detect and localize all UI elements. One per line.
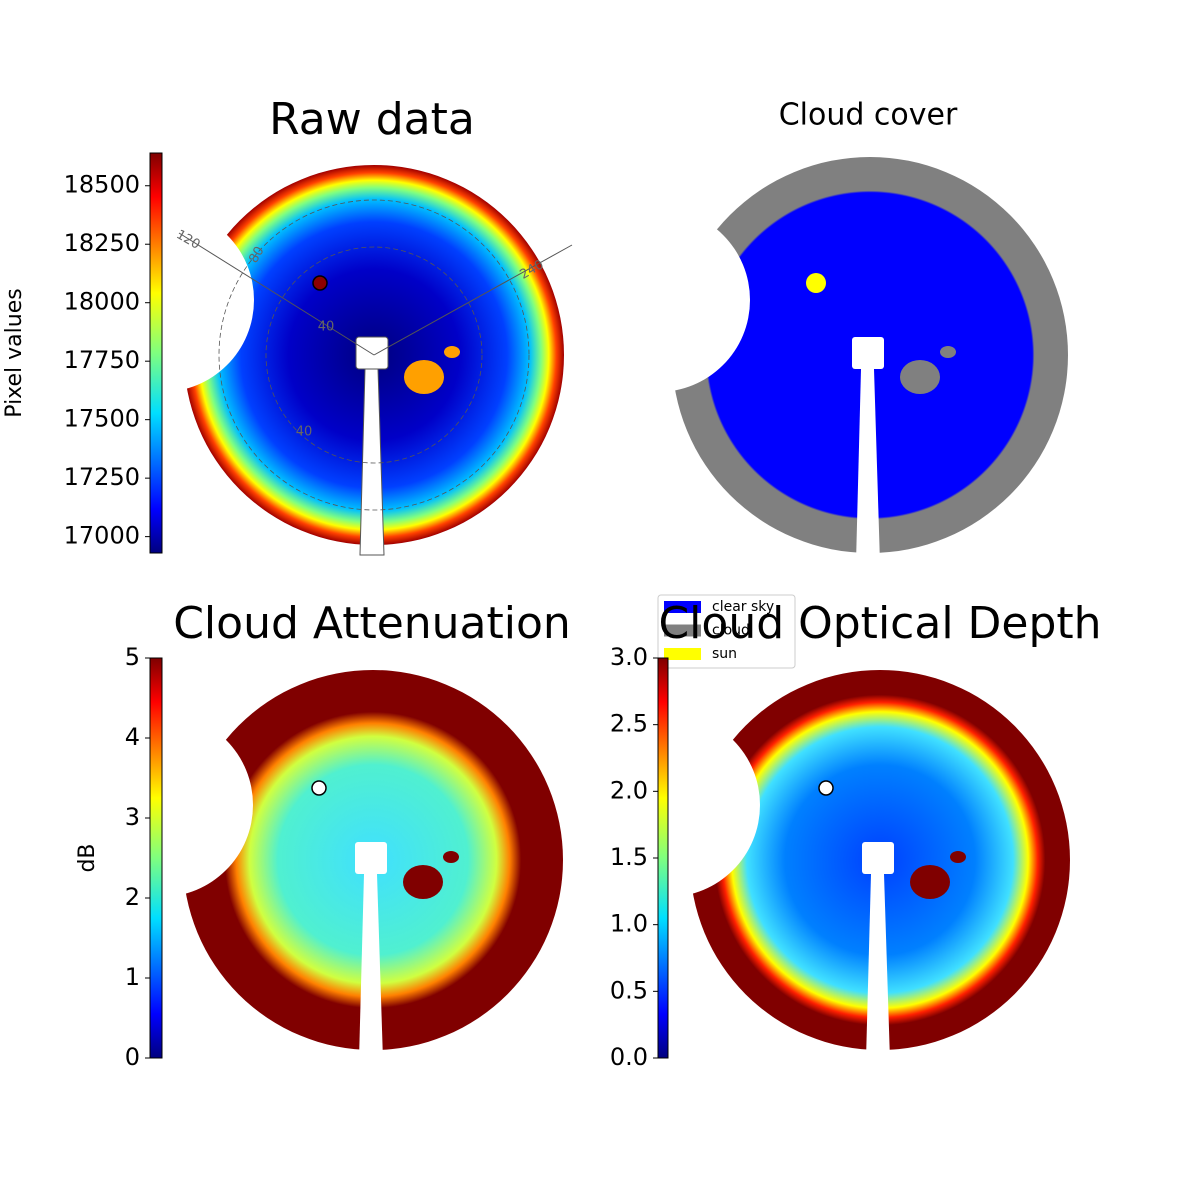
colorbar bbox=[149, 657, 163, 1059]
cloud-patch bbox=[910, 865, 950, 899]
colorbar-tick-label: 1.5 bbox=[610, 843, 648, 871]
cloud-patch bbox=[950, 851, 966, 863]
colorbar-tick-label: 3 bbox=[125, 803, 140, 831]
sun bbox=[818, 780, 834, 796]
colorbar-tick-label: 1 bbox=[125, 963, 140, 991]
image-panel bbox=[70, 165, 564, 556]
colorbar-tick-label: 18500 bbox=[64, 171, 140, 199]
cloud-patch bbox=[444, 346, 460, 358]
cloud-patch bbox=[900, 360, 940, 394]
camera-head bbox=[862, 842, 894, 874]
colorbar-tick-label: 3.0 bbox=[610, 643, 648, 671]
cloud-patch bbox=[404, 360, 444, 394]
sun bbox=[312, 275, 328, 291]
cloud-patch bbox=[403, 865, 443, 899]
polar-axis bbox=[178, 232, 375, 356]
panel-title: Cloud cover bbox=[779, 98, 958, 133]
polar-label: 40 bbox=[296, 425, 313, 440]
cloud-patch bbox=[940, 346, 956, 358]
polar-label: 80 bbox=[246, 244, 267, 266]
polar-circle bbox=[218, 199, 530, 511]
colorbar-tick-label: 2 bbox=[125, 883, 140, 911]
colorbar-tick-label: 17500 bbox=[64, 405, 140, 433]
polar-axis bbox=[373, 244, 573, 356]
colorbar-tick-label: 0 bbox=[125, 1043, 140, 1071]
camera-arm bbox=[359, 874, 383, 1060]
image-panel bbox=[69, 670, 563, 1060]
legend-label: cloud bbox=[712, 623, 750, 639]
legend-label: clear sky bbox=[712, 599, 774, 615]
colorbar-label: dB bbox=[75, 843, 100, 872]
cloud-patch bbox=[443, 851, 459, 863]
colorbar-tick-label: 0.0 bbox=[610, 1043, 648, 1071]
image-panel bbox=[576, 670, 1070, 1060]
legend-swatch bbox=[664, 601, 701, 613]
colorbar-tick-label: 17750 bbox=[64, 346, 140, 374]
colorbar-label: Pixel values bbox=[2, 288, 27, 417]
colorbar-tick-label: 1.0 bbox=[610, 910, 648, 938]
camera-arm bbox=[856, 369, 880, 563]
panel-title: Cloud Attenuation bbox=[173, 598, 571, 649]
panel-title: Cloud Optical Depth bbox=[658, 598, 1101, 649]
colorbar-tick-label: 17250 bbox=[64, 463, 140, 491]
colorbar-tick-label: 2.0 bbox=[610, 776, 648, 804]
legend-swatch bbox=[664, 624, 701, 637]
colorbar-tick-label: 17000 bbox=[64, 522, 140, 550]
colorbar-tick-label: 18250 bbox=[64, 229, 140, 257]
colorbar-tick-label: 5 bbox=[125, 643, 140, 671]
legend-label: sun bbox=[712, 646, 737, 662]
sun bbox=[806, 273, 826, 293]
image-panel bbox=[566, 157, 1068, 563]
sun bbox=[311, 780, 327, 796]
camera-head bbox=[852, 337, 884, 369]
colorbar bbox=[657, 657, 669, 1059]
colorbar bbox=[149, 152, 163, 554]
polar-circle bbox=[265, 246, 483, 464]
colorbar-tick-label: 0.5 bbox=[610, 976, 648, 1004]
colorbar-tick-label: 18000 bbox=[64, 288, 140, 316]
polar-label: 40 bbox=[318, 320, 335, 335]
legend-swatch bbox=[664, 648, 701, 660]
camera-head bbox=[355, 842, 387, 874]
camera-head bbox=[355, 336, 389, 370]
horizon-cut bbox=[566, 208, 750, 392]
colorbar-tick-label: 2.5 bbox=[610, 710, 648, 738]
panel-title: Raw data bbox=[269, 94, 475, 145]
colorbar-tick-label: 4 bbox=[125, 723, 140, 751]
camera-arm bbox=[866, 874, 890, 1060]
